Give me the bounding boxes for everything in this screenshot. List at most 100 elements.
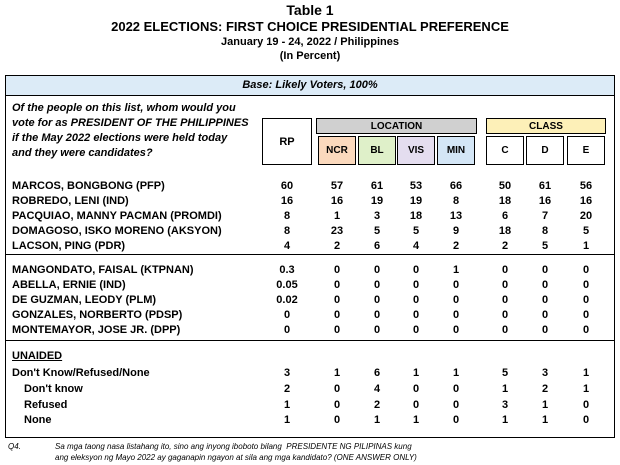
cell: 6 <box>373 240 381 252</box>
base: Base: Likely Voters, 100% <box>6 76 614 96</box>
column-header: BL <box>358 136 396 165</box>
cell: 0 <box>541 309 549 321</box>
row-label: PACQUIAO, MANNY PACMAN (PROMDI) <box>12 210 222 222</box>
cell: 1 <box>333 210 341 222</box>
cell: 0 <box>333 382 341 395</box>
cell: 3 <box>373 210 381 222</box>
cell: 0 <box>283 324 291 336</box>
cell: 0 <box>412 382 420 395</box>
column-header: VIS <box>397 136 435 165</box>
column-header: NCR <box>318 136 356 165</box>
row-label: MONTEMAYOR, JOSE JR. (DPP) <box>12 324 181 336</box>
cell: 0 <box>582 414 590 427</box>
cell: 1 <box>373 414 381 427</box>
cell: 8 <box>283 225 291 237</box>
cell: 6 <box>501 210 509 222</box>
cell: 7 <box>541 210 549 222</box>
cell: 0 <box>412 279 420 291</box>
cell: 16 <box>538 195 552 207</box>
cell: 4 <box>373 382 381 395</box>
cell: 1 <box>333 367 341 379</box>
cell: 18 <box>498 195 512 207</box>
cell: 6 <box>373 367 381 379</box>
cell: 0 <box>333 414 341 427</box>
cell: 0 <box>333 294 341 306</box>
cell: 50 <box>498 180 512 192</box>
cell: 8 <box>283 210 291 222</box>
cell: 0 <box>333 264 341 276</box>
cell: 1 <box>541 414 549 427</box>
column-header: MIN <box>437 136 475 165</box>
column-header: C <box>486 136 524 165</box>
cell: 5 <box>541 240 549 252</box>
cell: 18 <box>498 225 512 237</box>
table-frame <box>5 75 615 438</box>
cell: 0 <box>501 294 509 306</box>
cell: 61 <box>538 180 552 192</box>
cell: 5 <box>582 225 590 237</box>
row-label: Refused <box>24 398 68 411</box>
cell: 0 <box>582 324 590 336</box>
row-label: MANGONDATO, FAISAL (KTPNAN) <box>12 264 194 276</box>
cell: 1 <box>452 367 460 379</box>
cell: 0 <box>501 309 509 321</box>
cell: 0.05 <box>276 279 298 291</box>
cell: 0 <box>582 294 590 306</box>
row-label: Don't Know/Refused/None <box>12 367 150 379</box>
cell: 2 <box>501 240 509 252</box>
group-header: LOCATION <box>316 118 477 134</box>
cell: 0 <box>333 309 341 321</box>
row-label: MARCOS, BONGBONG (PFP) <box>12 180 165 192</box>
cell: 0 <box>582 309 590 321</box>
group-heading: UNAIDED <box>12 350 63 362</box>
cell: 2 <box>333 240 341 252</box>
cell: 0 <box>582 279 590 291</box>
cell: 19 <box>409 195 423 207</box>
group-header: CLASS <box>486 118 606 134</box>
footnote-line: ang eleksyon ng Mayo 2022 ay gaganapin n… <box>55 453 417 462</box>
footnote-line: Sa mga taong nasa listahang ito, sino an… <box>55 442 412 451</box>
cell: 0 <box>373 324 381 336</box>
cell: 0 <box>333 279 341 291</box>
cell: 0.3 <box>279 264 295 276</box>
cell: 1 <box>283 398 291 411</box>
cell: 0 <box>582 264 590 276</box>
cell: 0 <box>452 279 460 291</box>
cell: 19 <box>370 195 384 207</box>
cell: 0 <box>582 398 590 411</box>
cell: 0 <box>501 264 509 276</box>
cell: 3 <box>541 367 549 379</box>
cell: 0 <box>452 414 460 427</box>
cell: 4 <box>283 240 291 252</box>
cell: 0.02 <box>276 294 298 306</box>
cell: 8 <box>452 195 460 207</box>
cell: 1 <box>501 382 509 395</box>
cell: 0 <box>452 309 460 321</box>
cell: 60 <box>280 180 294 192</box>
cell: 53 <box>409 180 423 192</box>
cell: 9 <box>452 225 460 237</box>
cell: 0 <box>452 324 460 336</box>
cell: 2 <box>373 398 381 411</box>
cell: 66 <box>449 180 463 192</box>
footnote-id: Q4. <box>8 442 21 451</box>
cell: 3 <box>501 398 509 411</box>
cell: 4 <box>412 240 420 252</box>
row-label: Don't know <box>24 382 83 395</box>
cell: 0 <box>452 382 460 395</box>
question-line: vote for as PRESIDENT OF THE PHILIPPINES <box>12 117 249 129</box>
subtitle: 2022 ELECTIONS: FIRST CHOICE PRESIDENTIA… <box>111 19 509 34</box>
separator <box>6 340 614 341</box>
cell: 0 <box>452 294 460 306</box>
cell: 0 <box>283 309 291 321</box>
cell: 2 <box>452 240 460 252</box>
cell: 16 <box>280 195 294 207</box>
cell: 0 <box>501 279 509 291</box>
question-line: if the May 2022 elections were held toda… <box>12 132 228 144</box>
cell: 61 <box>370 180 384 192</box>
row-label: ROBREDO, LENI (IND) <box>12 195 129 207</box>
cell: 0 <box>412 309 420 321</box>
cell: 16 <box>330 195 344 207</box>
cell: 0 <box>373 279 381 291</box>
